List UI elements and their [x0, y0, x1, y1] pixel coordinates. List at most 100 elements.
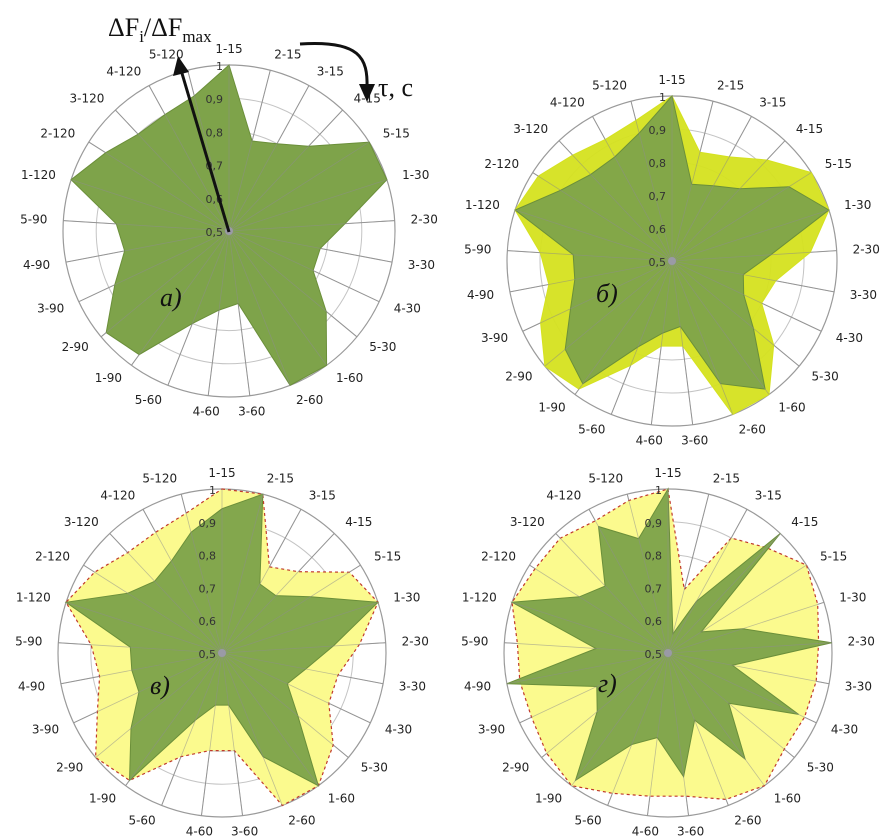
- overlay-spoke: [671, 116, 752, 262]
- overlay-spoke: [221, 652, 371, 724]
- overlay-spoke: [221, 652, 243, 816]
- radial-tick-label: 0,7: [199, 582, 217, 595]
- overlay-spoke: [667, 494, 710, 654]
- category-label: 5-30: [361, 761, 388, 775]
- category-label: 1-60: [778, 400, 805, 414]
- radial-tick-label: 0,9: [199, 517, 217, 530]
- radial-tick-label: 0,7: [645, 582, 663, 595]
- axis-title-sub-i: i: [139, 27, 144, 46]
- category-label: 1-120: [465, 198, 500, 212]
- category-label: 1-30: [402, 168, 429, 182]
- overlay-spoke: [667, 652, 729, 806]
- overlay-spoke: [667, 564, 807, 654]
- category-label: 2-90: [62, 340, 89, 354]
- category-label: 2-90: [505, 369, 532, 383]
- category-label: 5-15: [374, 550, 401, 564]
- overlay-spoke: [504, 642, 669, 654]
- overlay-spoke: [671, 250, 837, 262]
- category-label: 3-30: [845, 680, 872, 694]
- overlay-spoke: [667, 652, 765, 786]
- overlay-spoke: [610, 260, 673, 415]
- overlay-spoke: [63, 220, 230, 232]
- overlay-spoke: [65, 601, 223, 654]
- category-label: 3-120: [510, 515, 545, 529]
- overlay-spoke: [522, 260, 673, 332]
- category-label: 5-30: [807, 761, 834, 775]
- category-label: 1-15: [654, 466, 681, 480]
- overlay-spoke: [88, 141, 230, 232]
- overlay-spoke: [671, 260, 694, 425]
- overlay-spoke: [667, 652, 817, 724]
- category-label: 2-120: [35, 550, 70, 564]
- category-label: 2-60: [734, 813, 761, 827]
- category-label: 2-90: [56, 761, 83, 775]
- overlay-spoke: [671, 260, 800, 367]
- overlay-spoke: [109, 533, 223, 654]
- radar-panel-b: 0,5 0,6 0,7 0,8 0,9 1 1-15 2-15 3-15 4-15 5-15 1-30…: [464, 73, 880, 448]
- overlay-spoke: [507, 250, 673, 262]
- overlay-spoke: [180, 494, 223, 654]
- overlay-spoke: [667, 642, 832, 654]
- overlay-spoke: [131, 230, 230, 366]
- category-label: 3-15: [759, 95, 786, 109]
- overlay-spoke: [71, 179, 230, 232]
- series-area-2: [506, 487, 832, 782]
- radial-tick-label: 0,5: [649, 256, 667, 269]
- axis-title-sub-max: max: [182, 27, 212, 46]
- overlay-spoke: [228, 179, 387, 232]
- category-label: 1-60: [774, 792, 801, 806]
- overlay-spoke: [228, 220, 395, 232]
- radial-tick-label: 1: [209, 484, 216, 497]
- axis-title-main: ΔF: [108, 13, 139, 42]
- overlay-spoke: [142, 509, 223, 654]
- category-label: 4-90: [467, 288, 494, 302]
- category-label: 2-15: [717, 79, 744, 93]
- radial-tick-label: 1: [659, 91, 666, 104]
- overlay-spoke: [671, 260, 770, 395]
- category-label: 4-120: [546, 488, 581, 502]
- overlay-spoke: [671, 140, 786, 262]
- overlay-spoke: [115, 109, 230, 232]
- overlay-spoke: [228, 109, 343, 232]
- overlay-spoke: [161, 652, 223, 806]
- overlay-spoke: [221, 652, 384, 685]
- category-label: 3-60: [238, 405, 265, 419]
- category-label: 1-15: [208, 466, 235, 480]
- panel-label: г): [598, 669, 617, 698]
- category-label: 1-30: [844, 198, 871, 212]
- overlay-spoke: [532, 172, 673, 262]
- category-label: 1-60: [336, 371, 363, 385]
- category-label: 5-60: [128, 813, 155, 827]
- category-label: 2-15: [274, 48, 301, 62]
- overlay-spoke: [73, 652, 223, 724]
- category-label: 2-90: [502, 761, 529, 775]
- overlay-spoke: [511, 601, 669, 654]
- overlay-spoke: [78, 230, 230, 303]
- overlay-spoke: [671, 260, 822, 332]
- overlay-spoke: [647, 652, 669, 816]
- category-label: 3-30: [408, 258, 435, 272]
- radial-tick-label: 0,6: [645, 615, 663, 628]
- overlay-spoke: [671, 209, 830, 262]
- overlay-spoke: [148, 85, 230, 232]
- overlay-spoke: [221, 601, 379, 654]
- overlay-spoke: [228, 230, 251, 396]
- category-label: 4-60: [193, 405, 220, 419]
- category-label: 5-90: [15, 635, 42, 649]
- category-label: 4-15: [345, 515, 372, 529]
- overlay-spoke: [671, 260, 734, 415]
- overlay-spoke: [667, 533, 781, 654]
- category-label: 2-120: [40, 127, 75, 141]
- overlay-spoke: [592, 116, 673, 262]
- category-label: 4-60: [632, 825, 659, 836]
- overlay-spoke: [667, 509, 748, 654]
- category-label: 5-120: [588, 472, 623, 486]
- radial-tick-label: 0,6: [649, 223, 667, 236]
- overlay-spoke: [529, 564, 669, 654]
- category-label: 5-60: [574, 813, 601, 827]
- category-label: 2-30: [411, 213, 438, 227]
- category-label: 3-60: [677, 825, 704, 836]
- overlay-spoke: [228, 230, 291, 386]
- category-label: 4-30: [831, 723, 858, 737]
